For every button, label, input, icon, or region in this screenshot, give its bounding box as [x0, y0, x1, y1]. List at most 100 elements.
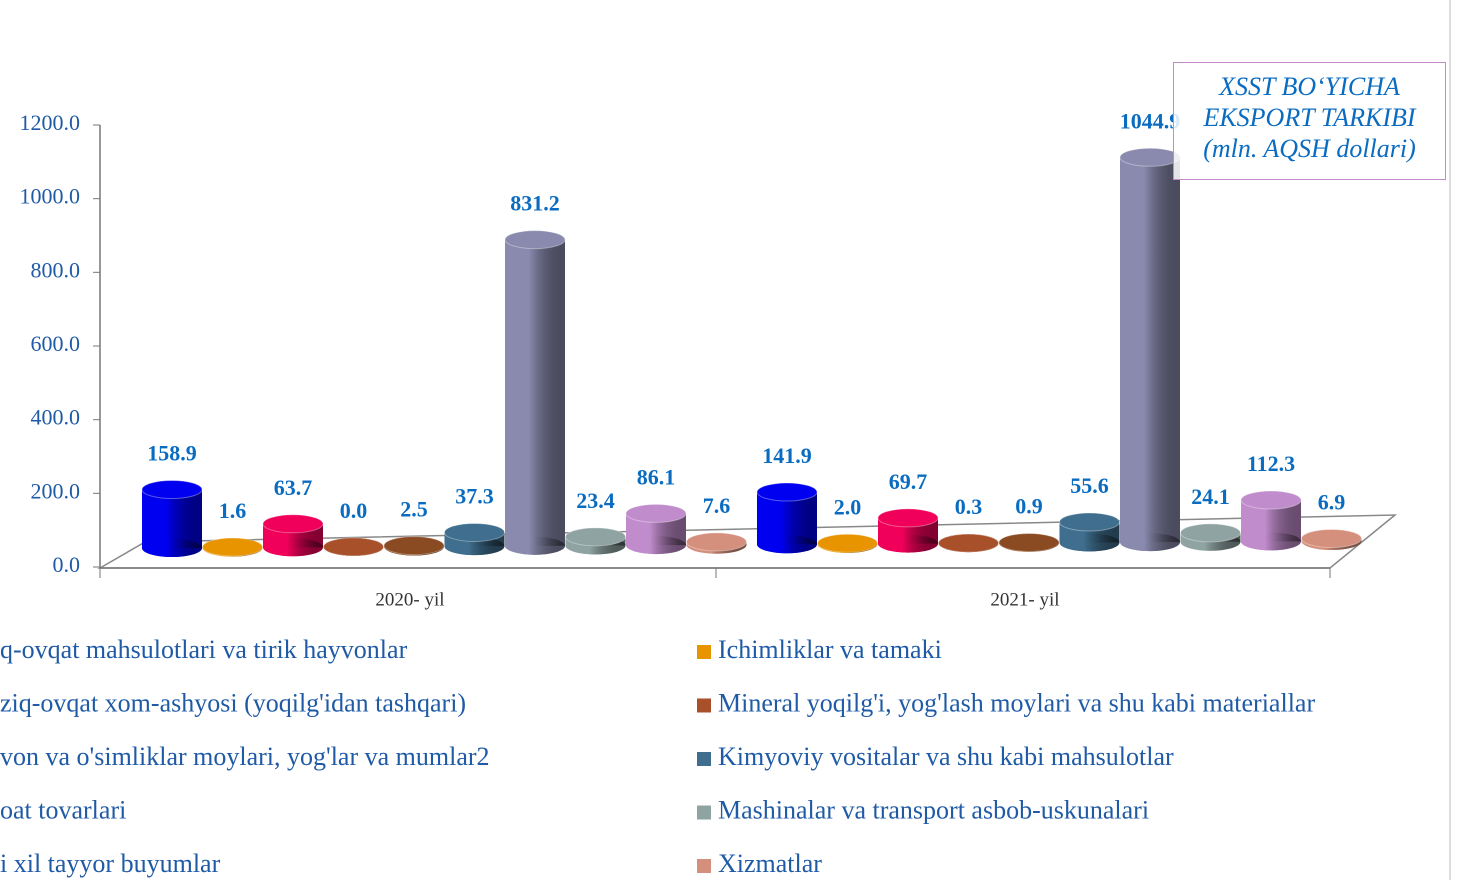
bar-bottom-shade — [757, 535, 817, 554]
bar-top — [1180, 523, 1241, 543]
bar-bottom-shade — [1241, 532, 1301, 551]
bar-top — [998, 533, 1060, 553]
bar-bottom-shade — [1120, 533, 1180, 552]
x-tick-label: 2021- yil — [990, 589, 1059, 610]
value-label: 37.3 — [455, 483, 494, 508]
bar — [202, 537, 263, 557]
legend-label: von va o'simliklar moylari, yog'lar va m… — [0, 742, 490, 771]
value-label: 69.7 — [889, 469, 928, 494]
bar-top — [1240, 490, 1302, 510]
bar — [323, 537, 384, 557]
bar-top — [817, 533, 878, 553]
bar — [262, 514, 324, 557]
bar-top — [565, 527, 626, 547]
bar-shade — [142, 489, 202, 548]
legend-swatch — [697, 859, 711, 873]
bar-bottom-shade — [444, 537, 505, 556]
legend-label: Kimyoviy vositalar va shu kabi mahsulotl… — [718, 742, 1174, 771]
value-label: 141.9 — [762, 443, 812, 468]
value-label: 55.6 — [1070, 473, 1109, 498]
bar-bottom-shade — [263, 538, 323, 557]
bar — [565, 527, 626, 555]
y-tick-label: 1000.0 — [20, 184, 81, 209]
bar-top — [504, 230, 566, 250]
bar — [756, 482, 818, 554]
bar — [817, 533, 878, 553]
bar — [1301, 529, 1362, 551]
bar — [625, 503, 687, 555]
bar — [686, 532, 747, 554]
value-label: 0.9 — [1015, 494, 1043, 519]
value-label: 24.1 — [1191, 484, 1230, 509]
bar — [998, 533, 1060, 553]
value-label: 0.3 — [955, 494, 983, 519]
bar — [1119, 147, 1181, 552]
legend-swatch — [697, 645, 711, 659]
legend-label: Mashinalar va transport asbob-uskunalari — [718, 795, 1149, 824]
bar-top — [383, 536, 445, 556]
bar-shade — [1120, 157, 1180, 543]
bar-top — [323, 537, 384, 557]
legend-label: q-ovqat mahsulotlari va tirik hayvonlar — [0, 635, 408, 664]
value-label: 1044.9 — [1120, 108, 1181, 133]
bar-top — [1119, 147, 1181, 167]
bar-top — [877, 508, 939, 528]
value-label: 112.3 — [1247, 451, 1295, 476]
bar-top — [444, 522, 505, 542]
legend-swatch — [697, 752, 711, 766]
value-label: 7.6 — [703, 493, 731, 518]
bar-top — [202, 537, 263, 557]
bar-top — [141, 479, 203, 499]
bar-shade — [505, 239, 565, 546]
bar-top — [938, 533, 999, 553]
y-tick-label: 600.0 — [31, 331, 81, 356]
x-tick-label: 2020- yil — [375, 589, 444, 610]
value-label: 1.6 — [219, 498, 247, 523]
value-label: 831.2 — [510, 191, 560, 216]
bar-bottom-shade — [1059, 533, 1120, 552]
legend-label: ziq-ovqat xom-ashyosi (yoqilg'idan tashq… — [0, 688, 466, 717]
value-label: 2.0 — [834, 494, 862, 519]
value-label: 63.7 — [274, 475, 313, 500]
bar-top — [686, 532, 747, 552]
y-tick-label: 400.0 — [31, 405, 81, 430]
bar — [504, 230, 566, 555]
y-tick-label: 1200.0 — [20, 110, 81, 135]
bar-top — [1301, 529, 1362, 549]
value-label: 23.4 — [576, 488, 615, 513]
bar — [877, 508, 939, 553]
bar-bottom-shade — [878, 534, 938, 553]
value-label: 158.9 — [147, 441, 197, 466]
bar-bottom-shade — [505, 536, 565, 555]
value-label: 86.1 — [637, 464, 676, 489]
legend-label: Mineral yoqilg'i, yog'lash moylari va sh… — [718, 688, 1315, 717]
y-tick-label: 800.0 — [31, 257, 81, 282]
bar-top — [625, 503, 687, 523]
bar-top — [756, 482, 818, 502]
bar — [141, 479, 203, 557]
bar — [938, 533, 999, 553]
bar-bottom-shade — [142, 539, 202, 557]
bar — [1180, 523, 1241, 551]
value-label: 6.9 — [1318, 490, 1346, 515]
value-label: 2.5 — [400, 497, 428, 522]
bar — [383, 536, 445, 556]
bar — [1059, 512, 1120, 552]
bar — [1240, 490, 1302, 551]
bar-bottom-shade — [626, 536, 686, 555]
bar-top — [262, 514, 324, 534]
bar — [444, 522, 505, 556]
legend-swatch — [697, 698, 711, 713]
chart-title: XSST BO‘YICHA EKSPORT TARKIBI (mln. AQSH… — [1173, 62, 1446, 180]
legend-label: oat tovarlari — [0, 795, 126, 824]
value-label: 0.0 — [340, 498, 368, 523]
y-tick-label: 200.0 — [31, 478, 81, 503]
bar-top — [1059, 512, 1120, 532]
legend-label: i xil tayyor buyumlar — [0, 849, 221, 878]
legend-swatch — [697, 805, 711, 820]
y-tick-label: 0.0 — [53, 552, 81, 577]
legend-label: Ichimliklar va tamaki — [718, 635, 942, 664]
legend-label: Xizmatlar — [718, 849, 822, 878]
